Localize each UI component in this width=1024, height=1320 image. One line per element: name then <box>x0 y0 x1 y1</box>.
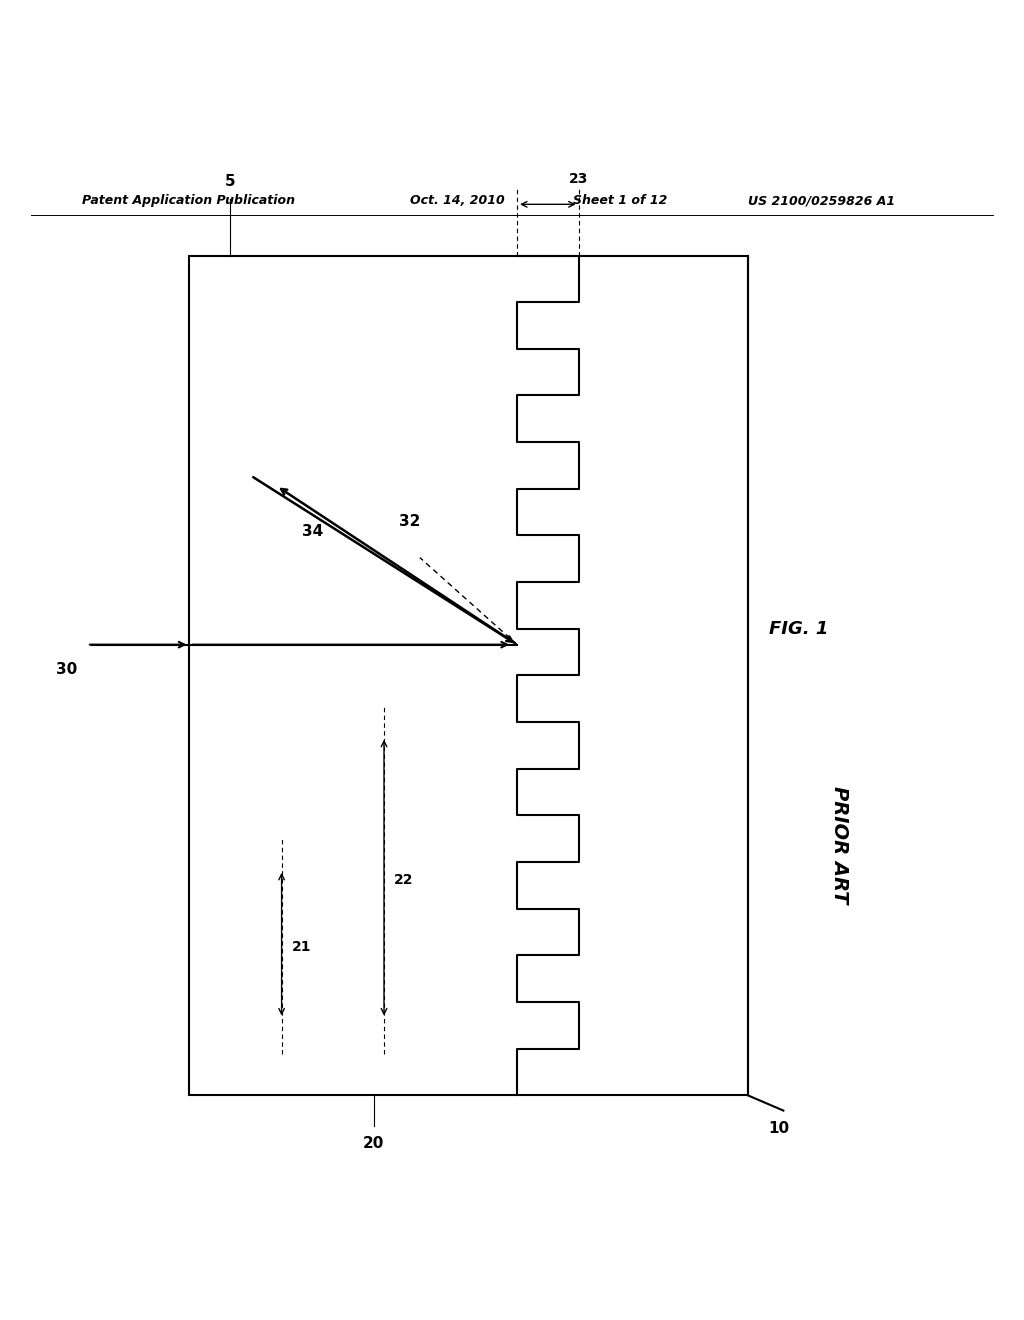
Text: 23: 23 <box>569 172 588 186</box>
Text: PRIOR ART: PRIOR ART <box>830 785 849 903</box>
Text: 30: 30 <box>55 663 77 677</box>
Text: Sheet 1 of 12: Sheet 1 of 12 <box>573 194 668 207</box>
Text: 10: 10 <box>768 1121 790 1135</box>
Text: 34: 34 <box>302 524 324 540</box>
Text: US 2100/0259826 A1: US 2100/0259826 A1 <box>748 194 895 207</box>
Text: 22: 22 <box>394 873 414 887</box>
Text: 21: 21 <box>292 940 311 954</box>
Text: FIG. 1: FIG. 1 <box>769 620 828 639</box>
Text: 5: 5 <box>225 174 236 189</box>
Text: 20: 20 <box>364 1137 384 1151</box>
Text: Oct. 14, 2010: Oct. 14, 2010 <box>410 194 505 207</box>
Bar <box>189 256 748 1096</box>
Text: Patent Application Publication: Patent Application Publication <box>82 194 295 207</box>
Text: 32: 32 <box>399 515 421 529</box>
